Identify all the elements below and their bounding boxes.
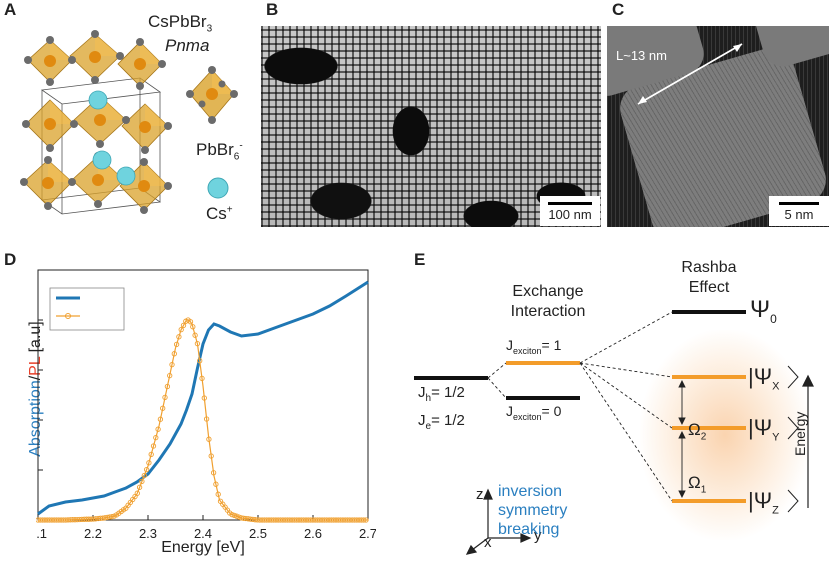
pl-data-point (210, 470, 217, 476)
pl-data-point (187, 319, 194, 325)
cation-label: Cs+ (206, 204, 233, 223)
pl-data-point (169, 361, 175, 368)
energy-level-diagram (414, 310, 814, 555)
pl-data-point (155, 426, 161, 432)
chart-xlabel: Energy [eV] (161, 539, 245, 556)
pl-data-point (194, 340, 201, 347)
coordinate-axes (465, 488, 532, 555)
pl-data-point (215, 491, 221, 497)
pl-data-point (229, 511, 235, 518)
pl-series-markers (36, 317, 369, 523)
pl-data-point (361, 517, 367, 523)
pl-data-point (153, 434, 159, 441)
col2-title: Rashba Effect (681, 259, 737, 296)
absorption-pl-chart: 2.1 2.2 2.3 2.4 2.5 2.6 2.7 (36, 269, 376, 541)
pl-data-point (164, 383, 171, 390)
octahedron-icon (186, 66, 238, 124)
jexciton0-label: Jexciton= 0 (506, 403, 562, 422)
x-tick-label: 2.3 (139, 526, 157, 541)
psix-label: |ΨX (748, 364, 780, 393)
x-tick-label: 2.1 (36, 526, 47, 541)
pl-data-point (139, 478, 145, 485)
cs-atom-icon (207, 177, 229, 199)
jexciton1-label: Jexciton= 1 (506, 337, 562, 356)
panel-letter-d: D (4, 250, 17, 269)
pl-data-point (178, 326, 184, 333)
pl-data-point (201, 395, 207, 401)
pl-series-line (38, 319, 368, 521)
pl-data-point (141, 472, 147, 479)
axis-x-label: x (484, 534, 492, 551)
hrtem-image-nanocrystal (607, 26, 829, 227)
col1-title: Exchange Interaction (510, 283, 586, 320)
rashba-glow (640, 330, 810, 540)
pl-data-point (109, 513, 115, 520)
pl-data-point (197, 358, 203, 364)
jh-label: Jh= 1/2 (418, 384, 465, 404)
x-tick-label: 2.4 (194, 526, 212, 541)
pl-data-point (148, 451, 154, 458)
octahedron-label: PbBr6- (196, 140, 243, 163)
pl-data-point (363, 517, 369, 523)
tem-image-nanocrystals (261, 26, 601, 227)
pl-data-point (160, 405, 166, 411)
pl-data-point (180, 322, 187, 329)
pl-data-point (167, 372, 173, 379)
omega1-label: Ω1 (688, 473, 707, 496)
pl-data-point (231, 512, 237, 519)
axis-y-label: y (534, 527, 542, 544)
energy-axis-arrow (802, 374, 814, 508)
space-group-label: Pnma (165, 36, 210, 55)
pl-data-point (208, 453, 214, 459)
panel-letter-e: E (414, 250, 426, 269)
formula-label: CsPbBr3 (148, 12, 213, 35)
legend-box (49, 287, 125, 331)
x-tick-label: 2.5 (249, 526, 267, 541)
size-arrow (637, 43, 743, 105)
panel-letter-c: C (612, 0, 625, 19)
pl-data-point (173, 341, 180, 348)
psiy-label: |ΨY (748, 415, 780, 444)
pl-data-point (134, 490, 140, 496)
pl-data-point (143, 466, 150, 473)
je-label: Je= 1/2 (418, 412, 465, 432)
pl-data-point (171, 351, 177, 357)
pl-data-point (206, 436, 212, 442)
pl-data-point (136, 484, 143, 490)
pl-data-point (190, 324, 196, 330)
size-label: L~13 nm (616, 48, 667, 63)
pl-data-point (157, 416, 164, 422)
omega2-label: Ω2 (688, 420, 707, 443)
isb-label: inversion symmetry breaking (498, 483, 568, 538)
crystal-structure-diagram (20, 30, 172, 215)
pl-data-point (192, 332, 198, 338)
absorption-series-line (37, 280, 369, 516)
pl-data-point (150, 443, 157, 449)
pl-data-point (146, 460, 152, 466)
energy-axis-label: Energy (792, 411, 808, 456)
pl-data-point (176, 334, 182, 340)
pl-data-point (199, 375, 205, 382)
pl-data-point (162, 394, 168, 401)
pl-data-point (203, 416, 210, 422)
scale-bar-b: 100 nm (540, 196, 600, 226)
x-tick-label: 2.7 (359, 526, 376, 541)
psiz-label: |ΨZ (748, 488, 779, 517)
scale-bar-c: 5 nm (769, 196, 829, 226)
psi0-label: Ψ0 (750, 296, 777, 326)
panel-letter-a: A (4, 0, 17, 19)
pl-data-point (213, 481, 219, 487)
axis-z-label: z (476, 486, 484, 503)
panel-letter-b: B (266, 0, 279, 19)
x-tick-label: 2.6 (304, 526, 322, 541)
x-tick-label: 2.2 (84, 526, 102, 541)
pl-data-point (236, 514, 242, 520)
